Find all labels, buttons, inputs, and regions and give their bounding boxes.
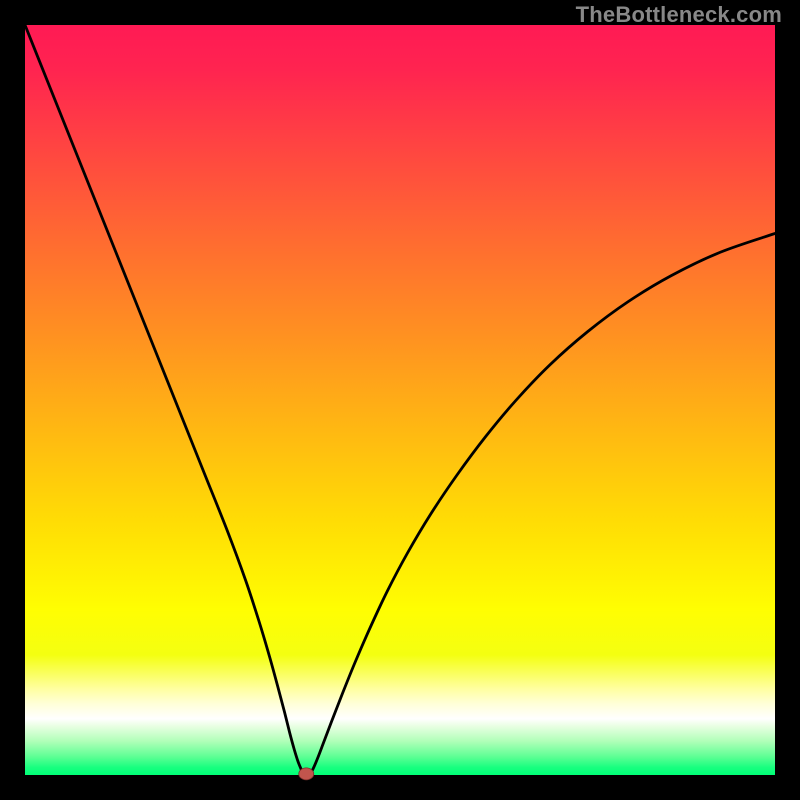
chart-svg: [0, 0, 800, 800]
curve-right-branch: [310, 234, 775, 774]
bottleneck-marker: [299, 768, 314, 780]
chart-container: TheBottleneck.com: [0, 0, 800, 800]
curve-left-branch: [25, 25, 303, 774]
watermark-label: TheBottleneck.com: [576, 2, 782, 28]
